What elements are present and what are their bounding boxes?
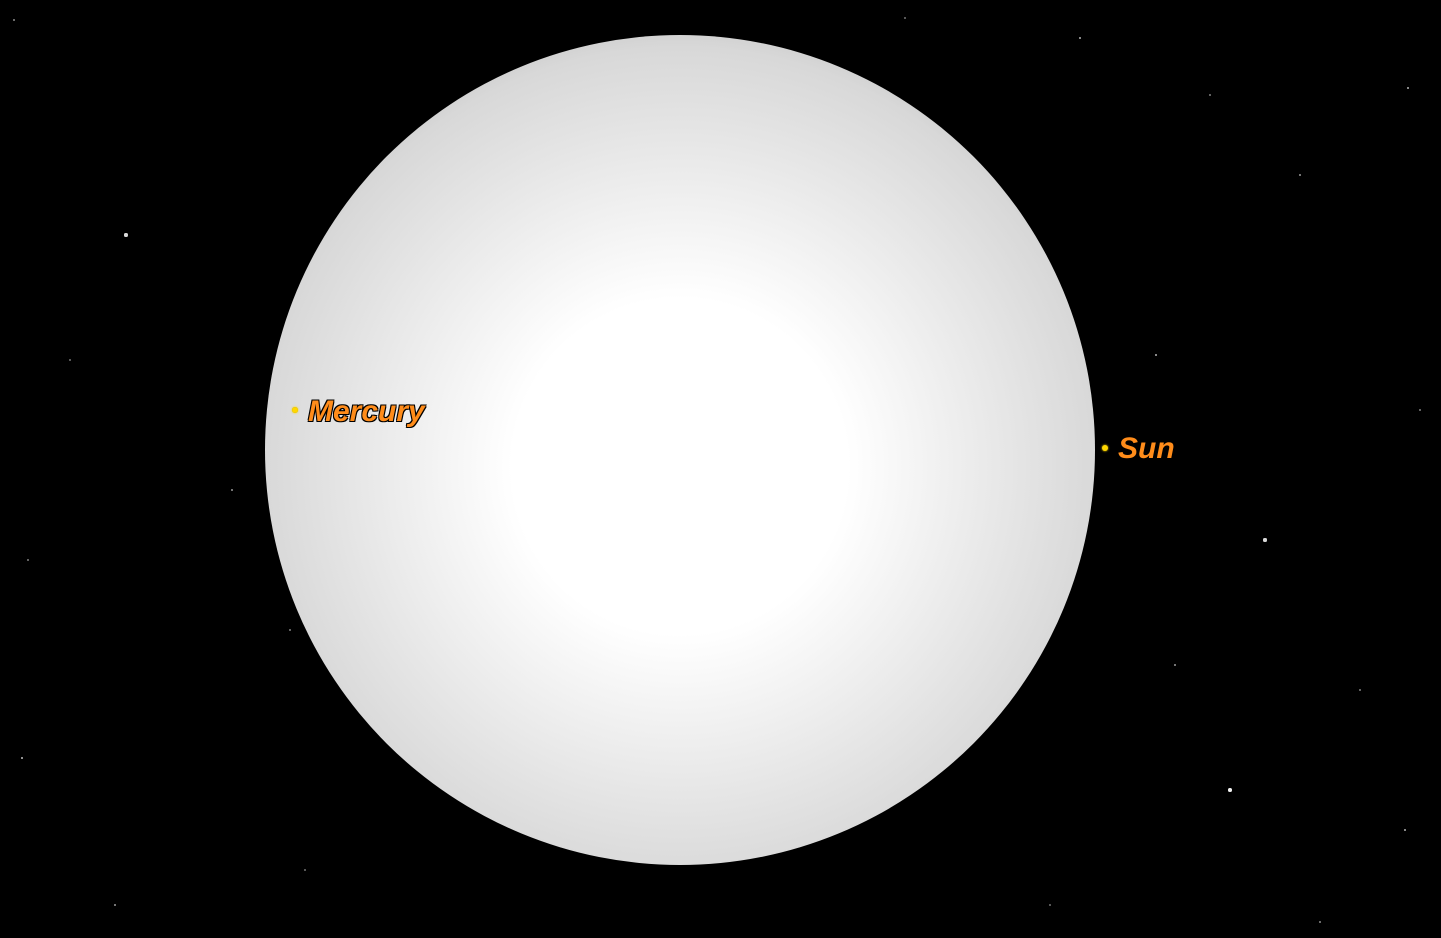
mercury-label: Mercury bbox=[308, 395, 425, 429]
star bbox=[1209, 94, 1211, 96]
sun-marker-icon bbox=[1102, 445, 1108, 451]
star bbox=[1407, 87, 1410, 90]
star bbox=[114, 904, 116, 906]
mercury-marker-icon bbox=[292, 407, 298, 413]
star bbox=[231, 489, 233, 491]
star bbox=[1359, 689, 1361, 691]
star bbox=[1263, 538, 1266, 541]
star bbox=[13, 19, 15, 21]
star bbox=[1049, 904, 1051, 906]
star bbox=[1319, 921, 1321, 923]
star bbox=[1155, 354, 1158, 357]
star bbox=[304, 869, 306, 871]
star bbox=[1404, 829, 1407, 832]
star bbox=[1079, 37, 1082, 40]
star bbox=[904, 17, 906, 19]
star bbox=[1228, 788, 1232, 792]
sun-label: Sun bbox=[1118, 432, 1175, 466]
star bbox=[124, 233, 127, 236]
star bbox=[1299, 174, 1301, 176]
star bbox=[21, 757, 24, 760]
star bbox=[1419, 409, 1421, 411]
star bbox=[1174, 664, 1176, 666]
star bbox=[69, 359, 71, 361]
star bbox=[27, 559, 29, 561]
sun-disc bbox=[265, 35, 1095, 865]
sky-view: Mercury Sun bbox=[0, 0, 1441, 938]
star bbox=[289, 629, 291, 631]
